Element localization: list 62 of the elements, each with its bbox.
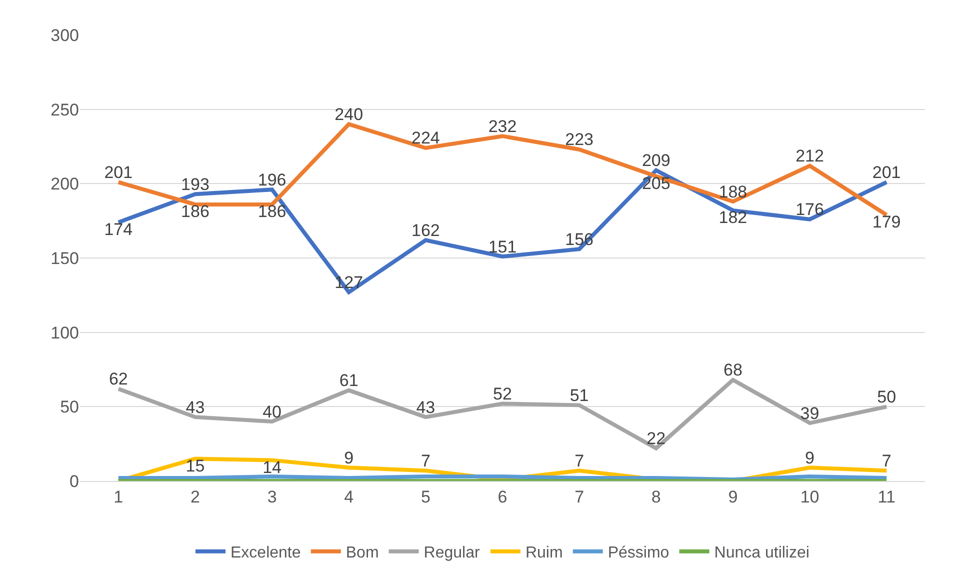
y-tick-label: 50 (60, 398, 79, 417)
data-label: 205 (642, 174, 670, 193)
data-label: 179 (872, 212, 901, 232)
x-tick-label: 4 (344, 487, 354, 506)
x-tick-label: 6 (498, 487, 508, 506)
x-tick-label: 2 (190, 487, 200, 506)
legend-label: Bom (346, 544, 379, 562)
x-tick-label: 3 (267, 487, 277, 506)
legend-label: Regular (424, 544, 480, 562)
data-label: 196 (258, 170, 286, 190)
data-label: 162 (411, 220, 440, 240)
data-label: 15 (186, 456, 205, 476)
data-label: 7 (420, 451, 430, 470)
y-tick-label: 250 (50, 100, 79, 120)
data-label: 201 (872, 162, 901, 182)
x-tick-label: 5 (420, 487, 430, 506)
data-label: 62 (108, 370, 128, 389)
data-label: 224 (411, 128, 440, 148)
legend-label: Excelente (230, 544, 301, 562)
data-label: 39 (800, 404, 820, 423)
data-label: 188 (718, 182, 748, 202)
data-label: 61 (339, 371, 358, 390)
data-label: 7 (574, 451, 584, 470)
data-label: 223 (565, 130, 594, 150)
data-label: 212 (796, 146, 824, 166)
data-label: 201 (104, 162, 133, 182)
data-label: 43 (416, 398, 436, 417)
data-label: 22 (646, 429, 666, 448)
y-tick-label: 200 (50, 174, 79, 194)
x-tick-label: 7 (574, 487, 584, 506)
data-label: 186 (181, 202, 210, 222)
data-label: 51 (570, 386, 589, 405)
data-label: 186 (258, 202, 286, 222)
y-tick-label: 150 (50, 248, 79, 268)
legend-label: Ruim (525, 544, 563, 562)
data-label: 209 (642, 151, 670, 170)
data-label: 68 (723, 360, 742, 380)
y-tick-label: 0 (70, 472, 79, 491)
x-tick-label: 8 (651, 487, 661, 506)
data-label: 182 (718, 208, 748, 228)
data-label: 14 (262, 458, 282, 477)
x-tick-label: 11 (878, 487, 896, 506)
y-tick-label: 300 (50, 26, 79, 45)
data-label: 40 (262, 402, 282, 422)
data-label: 174 (104, 220, 133, 240)
x-tick-label: 9 (728, 487, 738, 506)
data-label: 50 (877, 387, 896, 406)
y-tick-label: 100 (50, 323, 79, 342)
x-tick-label: 1 (114, 487, 124, 506)
x-tick-label: 10 (800, 487, 820, 506)
legend-label: Péssimo (608, 544, 670, 562)
data-label: 7 (882, 451, 892, 470)
data-label: 43 (186, 398, 205, 417)
data-label: 52 (493, 384, 512, 404)
data-label: 9 (805, 448, 815, 468)
legend-label: Nunca utilizei (714, 544, 810, 562)
data-label: 240 (334, 104, 364, 124)
data-label: 193 (181, 174, 210, 194)
data-label: 151 (488, 237, 517, 256)
data-label: 176 (796, 200, 824, 220)
data-label: 9 (344, 448, 354, 468)
data-label: 232 (488, 116, 517, 136)
